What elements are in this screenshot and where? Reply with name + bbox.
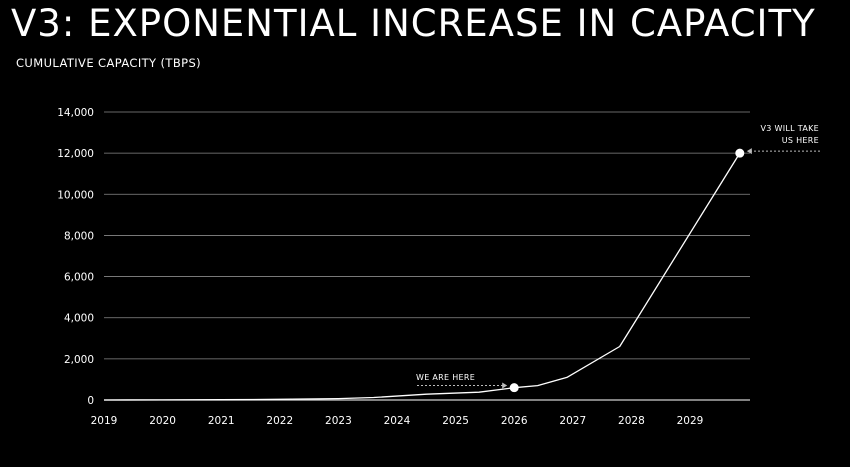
highlight-point-current: [509, 383, 519, 393]
y-tick-label: 2,000: [64, 354, 94, 366]
x-tick-label: 2023: [325, 415, 352, 427]
x-tick-label: 2025: [442, 415, 469, 427]
annotations: WE ARE HERE V3 WILL TAKE US HERE: [416, 124, 820, 393]
x-tick-label: 2021: [208, 415, 235, 427]
y-tick-label: 0: [87, 395, 94, 407]
x-tick-label: 2027: [559, 415, 586, 427]
y-tick-label: 12,000: [57, 148, 94, 160]
x-tick-label: 2026: [501, 415, 528, 427]
x-tick-label: 2020: [149, 415, 176, 427]
x-tick-label: 2028: [618, 415, 645, 427]
y-tick-labels: 0 2,000 4,000 6,000 8,000 10,000 12,000 14,000: [57, 107, 94, 407]
annotation-we-are-here: WE ARE HERE: [416, 373, 475, 382]
x-tick-label: 2019: [91, 415, 118, 427]
annotation-arrowhead-target: [746, 148, 752, 155]
y-tick-label: 14,000: [57, 107, 94, 119]
gridlines: [104, 111, 750, 401]
y-axis-label: CUMULATIVE CAPACITY (TBPS): [16, 56, 202, 70]
x-tick-labels: 2019 2020 2021 2022 2023 2024 2025 2026 2027 2028…: [91, 415, 704, 427]
y-tick-label: 8,000: [64, 230, 94, 242]
highlight-point-target: [735, 148, 745, 158]
x-tick-label: 2022: [266, 415, 293, 427]
annotation-arrowhead-current: [502, 382, 508, 389]
y-tick-label: 4,000: [64, 313, 94, 325]
x-tick-label: 2029: [677, 415, 704, 427]
y-tick-label: 6,000: [64, 272, 94, 284]
y-tick-label: 10,000: [57, 189, 94, 201]
series-lines: [103, 152, 741, 401]
annotation-v3-line2: US HERE: [782, 136, 819, 145]
chart-title: V3: EXPONENTIAL INCREASE IN CAPACITY: [11, 2, 816, 45]
x-tick-label: 2024: [384, 415, 411, 427]
annotation-v3-line1: V3 WILL TAKE: [761, 124, 819, 133]
series-line: [103, 152, 741, 401]
